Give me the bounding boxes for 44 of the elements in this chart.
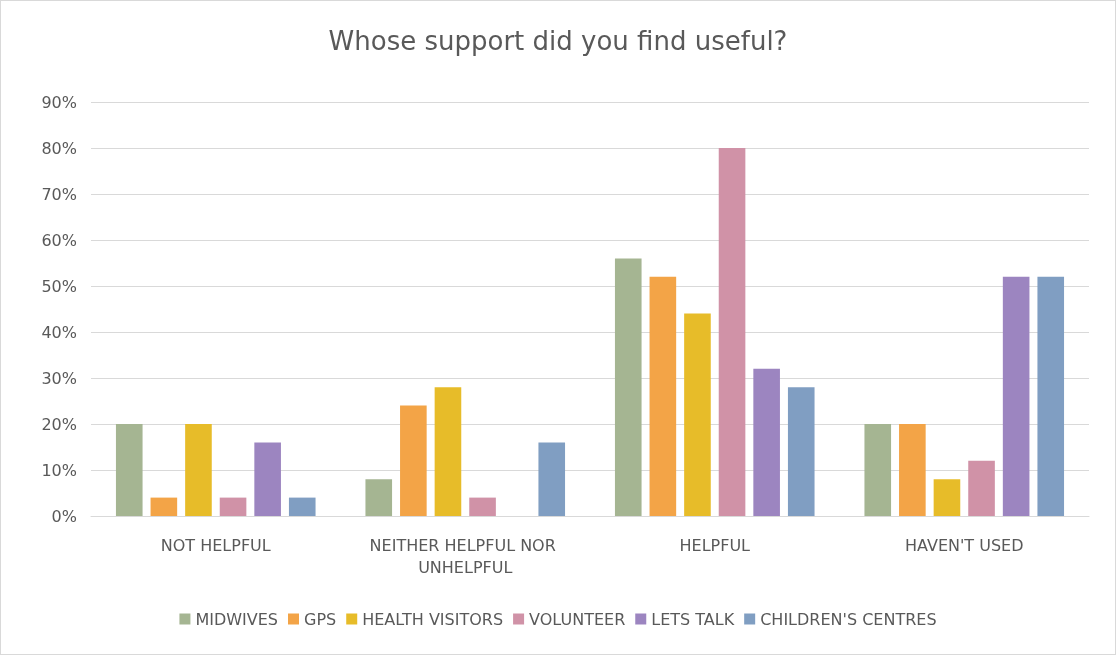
- bar: [434, 387, 462, 516]
- y-tick-label: 20%: [41, 414, 77, 434]
- bar: [185, 424, 212, 516]
- y-tick-label: 80%: [41, 138, 77, 158]
- bar: [864, 424, 892, 516]
- bar: [400, 405, 427, 516]
- legend-label: CHILDREN'S CENTRES: [760, 609, 937, 629]
- bar: [614, 258, 642, 516]
- bar: [649, 276, 677, 516]
- bar: [1037, 276, 1065, 516]
- bar: [538, 442, 566, 516]
- bar: [933, 479, 961, 516]
- bar: [718, 148, 746, 516]
- bar: [365, 479, 393, 516]
- bar: [968, 460, 995, 516]
- bar: [115, 424, 143, 516]
- y-tick-label: 0%: [51, 506, 77, 526]
- legend-label: LETS TALK: [651, 609, 735, 629]
- chart-title: Whose support did you find useful?: [328, 26, 788, 56]
- bar: [219, 497, 247, 516]
- x-tick-label: NEITHER HELPFUL NOR UNHELPFUL: [369, 535, 561, 577]
- x-tick-label: NOT HELPFUL: [160, 535, 271, 555]
- y-tick-label: 60%: [41, 230, 77, 250]
- x-tick-label: HAVEN'T USED: [904, 535, 1024, 555]
- bar: [469, 497, 496, 516]
- y-tick-label: 90%: [41, 92, 77, 112]
- bar: [150, 497, 178, 516]
- y-tick-label: 30%: [41, 368, 77, 388]
- bar: [753, 368, 780, 516]
- bar: [787, 387, 815, 516]
- bar: [254, 442, 281, 516]
- y-tick-label: 40%: [41, 322, 77, 342]
- legend-label: MIDWIVES: [195, 609, 279, 629]
- y-tick-label: 50%: [41, 276, 77, 296]
- legend-label: VOLUNTEER: [529, 609, 626, 629]
- bar: [684, 313, 711, 516]
- y-tick-label: 10%: [41, 460, 77, 480]
- legend-label: HEALTH VISITORS: [362, 609, 504, 629]
- bar: [899, 424, 926, 516]
- bar: [1002, 276, 1030, 516]
- legend-label: GPS: [304, 609, 337, 629]
- y-tick-label: 70%: [41, 184, 77, 204]
- bar: [288, 497, 316, 516]
- x-tick-label: HELPFUL: [679, 535, 751, 555]
